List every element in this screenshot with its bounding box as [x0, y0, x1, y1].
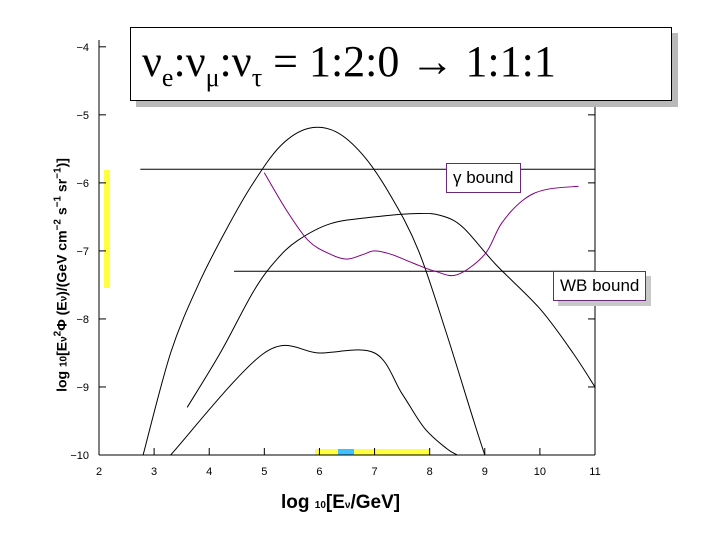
- flavor-ratio: = 1:2:0 → 1:1:1: [273, 37, 556, 86]
- nu-e-subscript: e: [161, 63, 174, 92]
- axes: 2 3 4 5 6 7 8 9 10 11 −10 −9 −8 −7 −6 −5 −4: [70, 40, 601, 478]
- flux-curve-3: [170, 344, 458, 456]
- x-tick-label: 2: [96, 466, 102, 478]
- yellow-strip-bottom: [315, 449, 430, 455]
- cyan-strip-bottom: [338, 449, 354, 455]
- y-tick-label: −9: [76, 382, 89, 394]
- title-box: [130, 27, 672, 101]
- y-tick-label: −10: [70, 450, 89, 462]
- x-tick-label: 10: [534, 466, 546, 478]
- x-tick-label: 8: [427, 466, 433, 478]
- nu-mu-subscript: μ: [205, 63, 220, 92]
- y-tick-label: −8: [76, 314, 89, 326]
- x-tick-label: 4: [206, 466, 212, 478]
- x-tick-label: 3: [151, 466, 157, 478]
- y-tick-label: −7: [76, 246, 89, 258]
- yellow-strip-left: [104, 170, 110, 288]
- nu-tau-subscript: τ: [251, 63, 263, 92]
- flux-curves: [142, 126, 596, 456]
- x-tick-label: 7: [371, 466, 377, 478]
- nu-e-symbol: ν: [142, 37, 162, 86]
- gamma-bound-label: γ bound: [446, 163, 521, 193]
- chart-title: νe:νμ:ντ = 1:2:0 → 1:1:1: [142, 36, 556, 104]
- yellow-decorations: [104, 170, 430, 455]
- y-axis-label: log 10[Eν2Φ (Eν)/(GeV cm−2 s−1 sr−1)]: [52, 158, 70, 392]
- x-tick-label: 11: [589, 466, 600, 478]
- title-colon: :: [219, 37, 232, 86]
- flux-curve-2: [186, 212, 596, 408]
- x-axis-label: log 10[Eν/GeV]: [281, 492, 401, 513]
- flux-curve-4: [263, 172, 579, 277]
- nu-tau-symbol: ν: [231, 37, 252, 86]
- y-tick-label: −6: [76, 178, 89, 190]
- x-tick-label: 6: [316, 466, 322, 478]
- y-tick-label: −4: [76, 42, 89, 54]
- wb-bound-label: WB bound: [553, 271, 647, 301]
- y-tick-label: −5: [76, 110, 89, 122]
- x-tick-label: 5: [261, 466, 267, 478]
- title-colon: :: [173, 37, 186, 86]
- bound-lines: [140, 168, 595, 272]
- nu-mu-symbol: ν: [185, 37, 206, 86]
- flux-curve-1: [142, 126, 486, 456]
- x-tick-label: 9: [482, 466, 488, 478]
